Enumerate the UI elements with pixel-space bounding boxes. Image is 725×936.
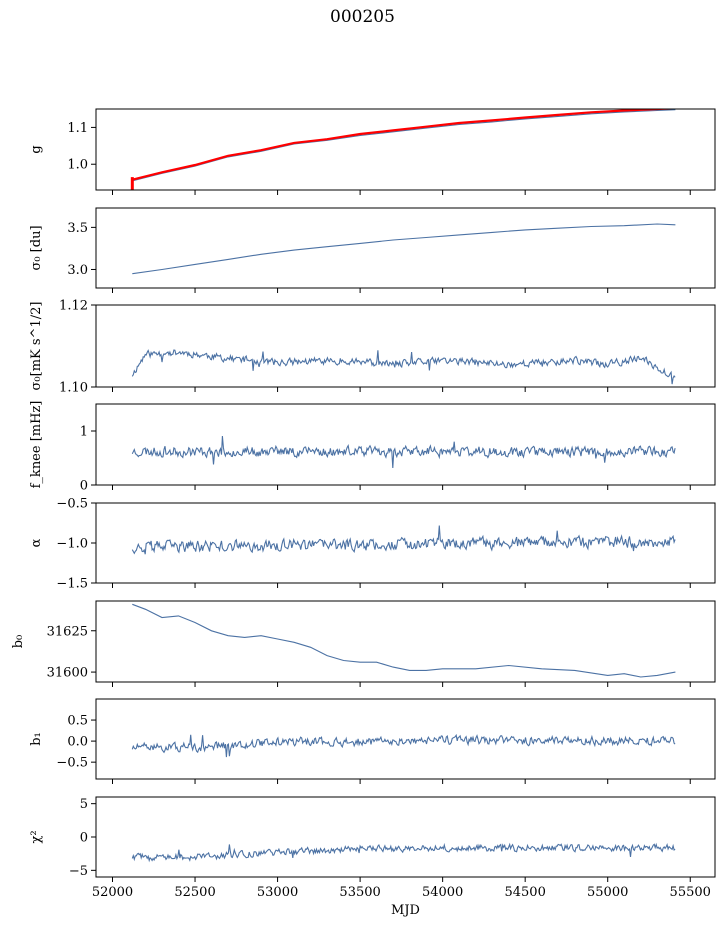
- y-tick-label-sigma0_du-0: 3.0: [67, 263, 88, 278]
- panel-frame-b1: [95, 698, 716, 780]
- panel-frame-chi2: [95, 796, 716, 878]
- series-line-b0-0: [132, 603, 676, 678]
- y-axis-label-b0: b₀: [11, 635, 26, 649]
- y-tick-label-fknee-0: 0: [80, 479, 88, 494]
- y-tick-label-b0-0: 31600: [47, 666, 88, 681]
- y-tick-label-alpha-0: −1.5: [56, 577, 88, 592]
- x-tick-label-5: 54500: [504, 885, 545, 900]
- x-tick-label-2: 53000: [257, 885, 298, 900]
- y-axis-label-b1: b₁: [29, 732, 44, 746]
- y-tick-label-b0-1: 31625: [47, 624, 88, 639]
- y-axis-label-alpha: α: [29, 538, 44, 547]
- y-tick-label-b1-0: −0.5: [56, 756, 88, 771]
- series-line-g-0: [132, 109, 676, 182]
- y-tick-label-b1-2: 0.5: [67, 714, 88, 729]
- y-tick-label-g-0: 1.0: [67, 158, 88, 173]
- panel-frame-g: [95, 108, 716, 191]
- x-axis-label: MJD: [391, 903, 420, 918]
- y-axis-label-fknee: f_knee [mHz]: [29, 401, 44, 489]
- y-tick-label-sigma0_du-1: 3.5: [67, 221, 88, 236]
- figure-title: 000205: [330, 7, 395, 27]
- y-tick-label-alpha-1: −1.0: [56, 537, 88, 552]
- y-axis-label-g: g: [29, 145, 44, 153]
- series-line-chi2-0: [131, 842, 676, 863]
- panel-frame-sigma0_mk: [95, 304, 716, 388]
- series-line-b1-0: [131, 733, 676, 758]
- y-tick-label-g-1: 1.1: [67, 121, 88, 136]
- y-tick-label-chi2-1: 0: [80, 831, 88, 846]
- series-line-sigma0_mk-0: [131, 349, 676, 385]
- y-tick-label-alpha-2: −0.5: [56, 497, 88, 512]
- x-tick-label-7: 55500: [670, 885, 711, 900]
- y-tick-label-chi2-2: 5: [80, 797, 88, 812]
- y-tick-label-sigma0_mk-1: 1.12: [59, 299, 88, 314]
- y-tick-label-chi2-0: −5: [69, 864, 88, 879]
- panel-frame-fknee: [95, 403, 716, 486]
- series-line-fknee-0: [131, 435, 676, 469]
- y-tick-label-b1-1: 0.0: [67, 735, 88, 750]
- y-tick-label-fknee-1: 1: [80, 425, 88, 440]
- series-line-g-1: [132, 109, 676, 181]
- y-axis-label-sigma0_du: σ₀ [du]: [29, 225, 44, 270]
- panel-frame-sigma0_du: [95, 207, 716, 289]
- series-line-alpha-0: [131, 525, 676, 555]
- panel-frame-b0: [95, 600, 716, 683]
- series-line-sigma0_du-0: [132, 223, 676, 275]
- x-tick-label-0: 52000: [92, 885, 133, 900]
- x-tick-label-4: 54000: [422, 885, 463, 900]
- x-tick-label-3: 53500: [339, 885, 380, 900]
- y-axis-label-sigma0_mk: σ₀[mK s^1/2]: [29, 302, 44, 391]
- x-tick-label-6: 55000: [587, 885, 628, 900]
- y-tick-label-sigma0_mk-0: 1.10: [59, 381, 88, 396]
- x-tick-label-1: 52500: [174, 885, 215, 900]
- y-axis-label-chi2: χ²: [29, 830, 44, 843]
